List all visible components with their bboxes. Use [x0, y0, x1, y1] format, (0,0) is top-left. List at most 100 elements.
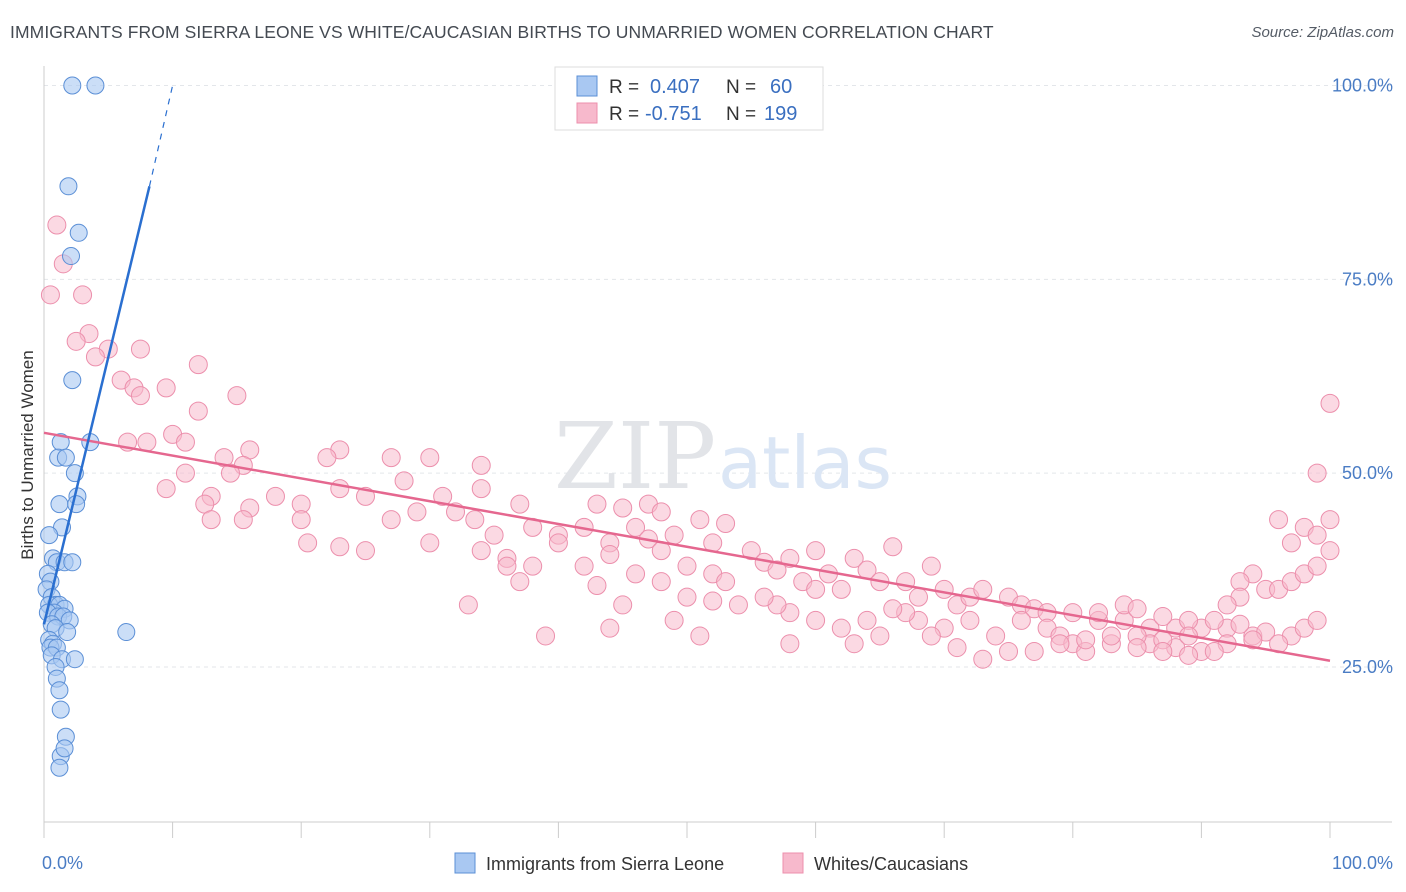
- pink-point: [188, 401, 208, 421]
- pink-point: [1011, 610, 1031, 630]
- pink-point: [973, 649, 993, 669]
- pink-point: [1320, 510, 1340, 530]
- pink-point: [677, 556, 697, 576]
- pink-point: [458, 595, 478, 615]
- pink-point: [574, 556, 594, 576]
- pink-point: [806, 579, 826, 599]
- x-tick-label: 0.0%: [42, 853, 83, 873]
- pink-point: [137, 432, 157, 452]
- sierra-leone-points: [37, 76, 136, 777]
- pink-point: [394, 471, 414, 491]
- pink-point: [1217, 595, 1237, 615]
- pink-point: [47, 215, 67, 235]
- pink-point: [806, 610, 826, 630]
- pink-point: [1024, 641, 1044, 661]
- whites-caucasians-points: [40, 215, 1340, 669]
- pink-point: [548, 533, 568, 553]
- blue-point: [59, 177, 78, 196]
- legend-n-value-1: 60: [770, 76, 792, 98]
- pink-point: [1307, 610, 1327, 630]
- pink-point: [220, 463, 240, 483]
- pink-point: [780, 634, 800, 654]
- blue-point: [50, 495, 69, 514]
- pink-point: [407, 502, 427, 522]
- pink-point: [497, 556, 517, 576]
- pink-point: [381, 448, 401, 468]
- pink-point: [265, 486, 285, 506]
- pink-point: [1320, 393, 1340, 413]
- legend-n-label-2: N =: [726, 104, 756, 125]
- y-tick-label: 100.0%: [1332, 76, 1393, 96]
- pink-point: [471, 541, 491, 561]
- legend-r-label-2: R =: [609, 104, 639, 125]
- pink-point: [73, 285, 93, 305]
- y-axis-label: Births to Unmarried Women: [18, 350, 37, 559]
- y-tick-label: 25.0%: [1342, 657, 1393, 677]
- pink-point: [233, 510, 253, 530]
- pink-point: [381, 510, 401, 530]
- series-legend: Immigrants from Sierra Leone Whites/Cauc…: [454, 852, 968, 874]
- pink-point: [857, 610, 877, 630]
- blue-point: [40, 526, 59, 545]
- pink-point: [298, 533, 318, 553]
- pink-point: [703, 591, 723, 611]
- pink-point: [587, 494, 607, 514]
- pink-point: [986, 626, 1006, 646]
- pink-point: [651, 502, 671, 522]
- y-tick-labels: 25.0% 50.0% 75.0% 100.0%: [1332, 76, 1393, 677]
- pink-point: [999, 641, 1018, 661]
- bottom-legend-swatch-blue: [454, 852, 476, 874]
- blue-point: [63, 76, 82, 95]
- pink-point: [754, 587, 774, 607]
- pink-point: [690, 626, 710, 646]
- chart-title: IMMIGRANTS FROM SIERRA LEONE VS WHITE/CA…: [10, 22, 994, 42]
- blue-point: [62, 247, 81, 266]
- pink-point: [1127, 599, 1147, 619]
- pink-point: [330, 537, 350, 557]
- pink-point: [510, 572, 530, 592]
- watermark-zip: ZIP: [554, 403, 716, 510]
- pink-point: [626, 564, 646, 584]
- blue-point: [51, 700, 70, 719]
- axes: [43, 66, 1392, 838]
- pink-point: [728, 595, 748, 615]
- pink-point: [291, 510, 311, 530]
- pink-point: [1230, 614, 1250, 634]
- y-tick-label: 75.0%: [1342, 269, 1393, 289]
- pink-point: [908, 587, 928, 607]
- pink-point: [973, 579, 993, 599]
- blue-point: [65, 650, 84, 669]
- pink-point: [1243, 630, 1263, 650]
- blue-point: [56, 448, 75, 467]
- pink-point: [934, 579, 954, 599]
- pink-point: [1063, 603, 1083, 623]
- pink-point: [1204, 610, 1224, 630]
- pink-point: [356, 541, 375, 561]
- blue-trend-extension: [148, 85, 174, 187]
- pink-point: [716, 572, 736, 592]
- legend-r-value-1: 0.407: [650, 76, 700, 98]
- chart-source: Source: ZipAtlas.com: [1251, 24, 1394, 41]
- blue-point: [67, 495, 86, 514]
- pink-point: [40, 285, 60, 305]
- pink-point: [806, 541, 826, 561]
- pink-point: [420, 533, 440, 553]
- pink-point: [433, 486, 453, 506]
- pink-point: [1050, 634, 1070, 654]
- pink-point: [420, 448, 440, 468]
- pink-point: [156, 479, 176, 499]
- legend-n-value-2: 199: [764, 103, 797, 125]
- pink-point: [831, 618, 851, 638]
- pink-point: [1089, 603, 1109, 623]
- pink-point: [1307, 525, 1327, 545]
- pink-point: [471, 479, 491, 499]
- blue-point: [55, 739, 74, 758]
- watermark-atlas: atlas: [718, 421, 892, 505]
- pink-point: [175, 432, 195, 452]
- pink-point: [523, 556, 543, 576]
- y-tick-label: 50.0%: [1342, 463, 1393, 483]
- pink-point: [651, 572, 671, 592]
- pink-point: [1307, 556, 1327, 576]
- pink-point: [1153, 641, 1173, 661]
- pink-point: [188, 355, 208, 375]
